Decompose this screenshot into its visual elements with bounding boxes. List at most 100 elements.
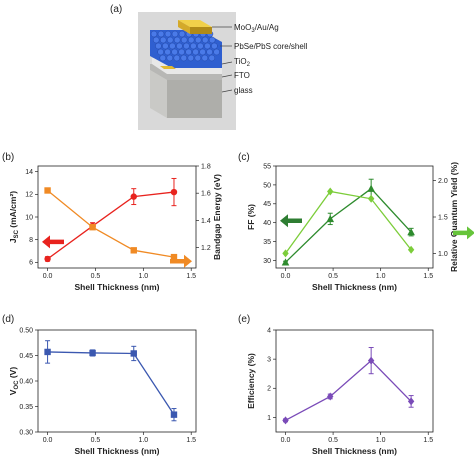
axis-arrow-right xyxy=(453,226,474,240)
qd-sphere xyxy=(180,36,188,44)
leader-line-5 xyxy=(221,89,233,93)
data-point-bandgap xyxy=(89,224,96,231)
quantum-dot-spheres xyxy=(150,30,220,62)
y-tick-label: 0.40 xyxy=(19,378,33,385)
qd-sphere xyxy=(159,54,167,62)
x-axis-label: Shell Thickness (nm) xyxy=(74,446,159,456)
data-point-jsc xyxy=(170,188,178,196)
gold-contact-top xyxy=(178,20,212,27)
data-point-ff xyxy=(326,214,335,223)
y-axis-label: JSC (mA/cm²) xyxy=(8,191,20,243)
qd-sphere xyxy=(171,30,179,38)
layer-label-tio2: TiO2 xyxy=(234,57,251,68)
x-tick-label: 1.5 xyxy=(186,437,196,444)
qd-sphere xyxy=(183,42,190,50)
y-tick-label: 0.45 xyxy=(19,353,33,360)
x-tick-label: 0.0 xyxy=(43,437,53,444)
y-tick-label: 6 xyxy=(29,260,33,267)
chart-panel-b: 0.0 0.5 1.0 1.5 6 8 10 12 14 1.2 1.4 1.6 1.8 Shell Th… xyxy=(8,163,222,292)
data-point-qy xyxy=(282,249,289,258)
plot-frame xyxy=(275,329,434,433)
gold-pad xyxy=(160,66,176,69)
data-point-jsc xyxy=(44,255,51,263)
glass-front xyxy=(167,80,222,118)
x-axis-label: Shell Thickness (nm) xyxy=(312,282,397,292)
y2-tick-label: 1.8 xyxy=(201,163,211,170)
qd-sphere xyxy=(166,36,174,44)
qd-sphere xyxy=(157,48,164,56)
y-tick-label: 1 xyxy=(267,415,271,422)
qd-sphere xyxy=(206,48,213,56)
chart-panel-e: 0.0 0.5 1.0 1.5 1 2 3 4 Shell Thickness (nm) Effi… xyxy=(246,327,434,456)
data-point-ff xyxy=(281,258,290,266)
qd-sphere xyxy=(187,36,195,44)
qd-sphere xyxy=(204,42,211,50)
y2-tick-label: 1.4 xyxy=(201,218,211,225)
chart-panel-d: 0.0 0.5 1.0 1.5 0.30 0.35 0.40 0.45 0.50 Shell Th… xyxy=(8,327,197,456)
y2-tick-label: 1.0 xyxy=(438,251,448,258)
data-point-bandgap xyxy=(130,247,137,254)
qd-sphere xyxy=(166,54,174,62)
qd-sphere xyxy=(164,30,172,38)
data-point-qy xyxy=(407,245,415,254)
series-line-qy xyxy=(284,190,412,254)
x-axis-label: Shell Thickness (nm) xyxy=(74,282,159,292)
gold-contact-front xyxy=(190,27,212,34)
qd-sphere xyxy=(178,48,185,56)
layer-label-fto: FTO xyxy=(234,71,250,80)
qd-sphere xyxy=(171,48,178,56)
y-tick-label: 12 xyxy=(25,192,33,199)
x-tick-label: 0.5 xyxy=(328,273,338,280)
panel-label-b: (b) xyxy=(2,152,14,163)
plot-frame xyxy=(275,165,434,269)
qd-sphere xyxy=(157,30,165,38)
y-tick-label: 35 xyxy=(263,239,271,246)
axis-arrow-right xyxy=(170,254,192,268)
qd-sphere xyxy=(213,48,220,56)
axis-arrow-left xyxy=(280,214,302,228)
qd-sphere xyxy=(194,36,202,44)
qd-sphere xyxy=(173,36,181,44)
qd-sphere xyxy=(197,42,204,50)
leader-line-3 xyxy=(221,61,233,65)
y-axis-label: VOC (V) xyxy=(8,367,20,396)
qd-sphere xyxy=(152,36,160,44)
x-tick-label: 1.0 xyxy=(138,273,148,280)
y-tick-label: 55 xyxy=(263,163,271,170)
panel-label-e: (e) xyxy=(238,314,250,325)
data-point-voc xyxy=(44,348,51,356)
x-tick-label: 1.5 xyxy=(186,273,196,280)
data-point-eff xyxy=(282,416,289,425)
x-tick-label: 1.0 xyxy=(376,437,386,444)
qd-sphere xyxy=(159,36,167,44)
x-axis-label: Shell Thickness (nm) xyxy=(312,446,397,456)
x-tick-label: 1.5 xyxy=(423,273,433,280)
layer-label-contact: MoO3/Au/Ag xyxy=(234,23,279,34)
x-tick-label: 0.0 xyxy=(281,273,291,280)
qd-sphere xyxy=(185,48,192,56)
y-tick-label: 0.30 xyxy=(19,429,33,436)
data-point-eff xyxy=(367,356,375,365)
y-tick-label: 50 xyxy=(263,182,271,189)
qd-sphere xyxy=(150,30,158,38)
qd-sphere xyxy=(164,48,171,56)
x-tick-label: 0.5 xyxy=(91,437,101,444)
y-tick-label: 4 xyxy=(267,327,271,334)
qd-sphere xyxy=(155,42,162,50)
y-tick-label: 10 xyxy=(25,214,33,221)
y2-tick-label: 2.0 xyxy=(438,178,448,185)
qd-sphere xyxy=(176,42,183,50)
y-tick-label: 40 xyxy=(263,220,271,227)
qd-sphere xyxy=(178,30,186,38)
qd-sphere xyxy=(162,42,169,50)
leader-line-4 xyxy=(221,74,233,78)
axis-arrow-left xyxy=(42,235,64,249)
qd-sphere xyxy=(180,54,188,62)
y-axis-label: Efficiency (%) xyxy=(246,353,256,409)
y-tick-label: 0.35 xyxy=(19,404,33,411)
y2-axis-label: Relative Quantum Yield (%) xyxy=(449,162,459,272)
panel-label-c: (c) xyxy=(238,152,250,163)
layer-label-glass: glass xyxy=(234,86,253,95)
qd-sphere xyxy=(208,54,216,62)
